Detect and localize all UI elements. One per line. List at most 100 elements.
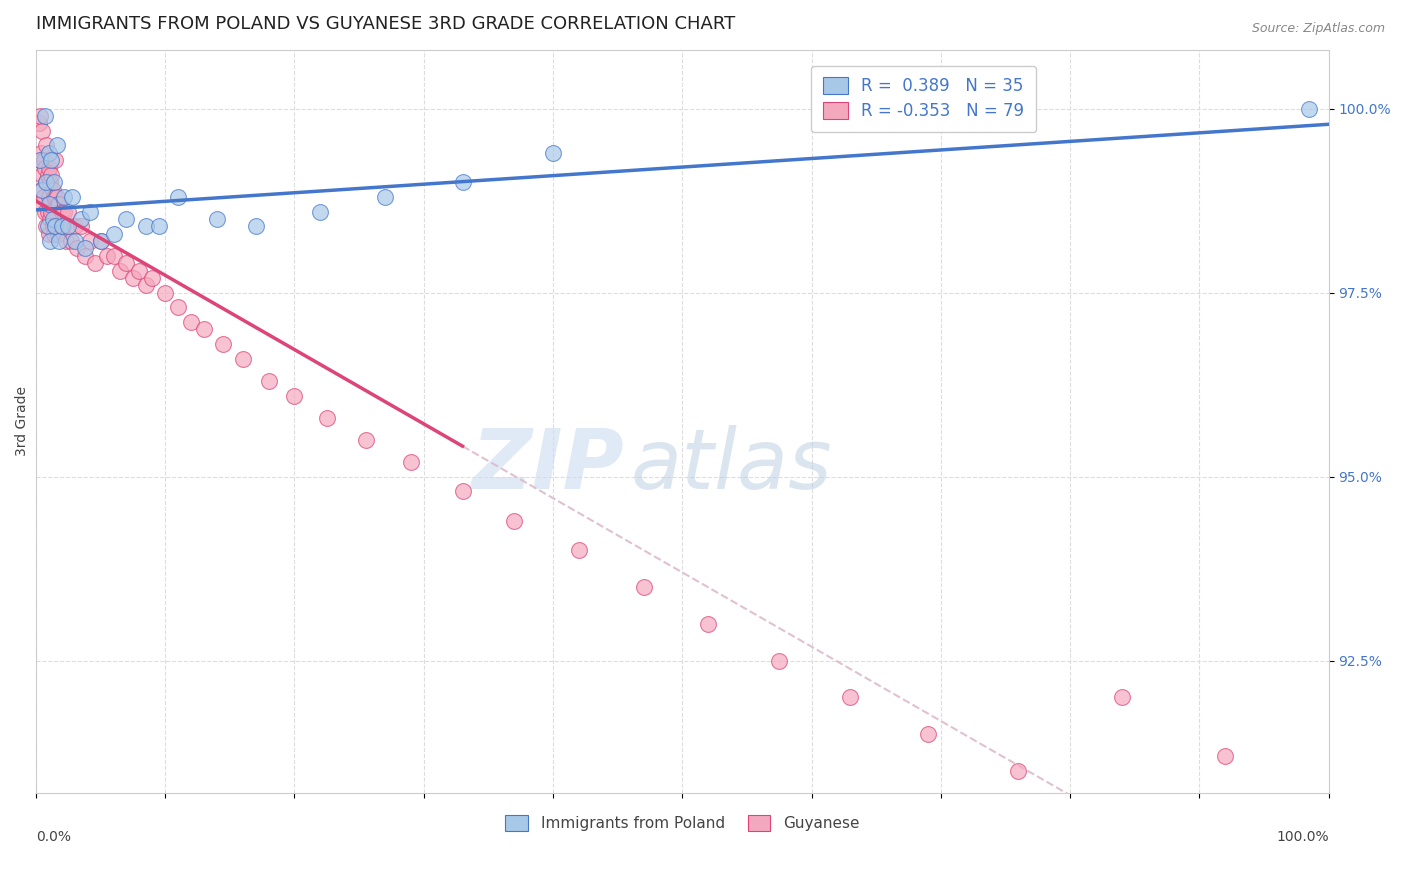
Point — [27, 116, 49, 130]
Point — [58, 219, 80, 234]
Point — [70, 219, 93, 234]
Point — [44, 190, 66, 204]
Point — [399, 455, 422, 469]
Point — [141, 271, 163, 285]
Point — [44, 219, 66, 234]
Point — [257, 374, 280, 388]
Point — [193, 322, 215, 336]
Point — [46, 227, 69, 241]
Point — [541, 145, 564, 160]
Point — [60, 190, 83, 204]
Text: atlas: atlas — [630, 425, 832, 507]
Point — [31, 124, 53, 138]
Point — [42, 227, 65, 241]
Point — [51, 204, 73, 219]
Point — [167, 190, 190, 204]
Point — [697, 616, 720, 631]
Point — [180, 315, 202, 329]
Point — [31, 168, 53, 182]
Point — [283, 389, 305, 403]
Point — [90, 234, 112, 248]
Point — [31, 183, 53, 197]
Point — [1111, 690, 1133, 705]
Point — [42, 219, 65, 234]
Point — [48, 197, 70, 211]
Point — [70, 212, 93, 227]
Text: 100.0%: 100.0% — [1277, 830, 1329, 844]
Point — [41, 153, 63, 168]
Point — [45, 138, 67, 153]
Point — [1007, 764, 1029, 778]
Point — [122, 271, 145, 285]
Point — [58, 204, 80, 219]
Point — [568, 543, 591, 558]
Point — [90, 234, 112, 248]
Point — [63, 219, 86, 234]
Point — [212, 337, 235, 351]
Point — [28, 153, 51, 168]
Point — [32, 190, 55, 204]
Point — [451, 175, 474, 189]
Point — [34, 204, 56, 219]
Text: ZIP: ZIP — [471, 425, 624, 507]
Point — [51, 219, 73, 234]
Text: IMMIGRANTS FROM POLAND VS GUYANESE 3RD GRADE CORRELATION CHART: IMMIGRANTS FROM POLAND VS GUYANESE 3RD G… — [37, 15, 735, 33]
Point — [41, 204, 63, 219]
Point — [768, 654, 790, 668]
Point — [35, 175, 58, 189]
Point — [52, 219, 75, 234]
Point — [28, 109, 51, 123]
Point — [135, 278, 157, 293]
Point — [315, 410, 337, 425]
Point — [115, 212, 138, 227]
Point — [59, 234, 82, 248]
Point — [39, 175, 62, 189]
Point — [38, 190, 60, 204]
Point — [135, 219, 157, 234]
Point — [839, 690, 862, 705]
Point — [35, 175, 58, 189]
Point — [167, 301, 190, 315]
Legend: Immigrants from Poland, Guyanese: Immigrants from Poland, Guyanese — [499, 809, 865, 838]
Point — [75, 249, 97, 263]
Point — [53, 204, 76, 219]
Point — [1213, 749, 1236, 764]
Point — [44, 219, 66, 234]
Point — [42, 190, 65, 204]
Point — [53, 190, 76, 204]
Point — [148, 219, 170, 234]
Point — [48, 234, 70, 248]
Point — [46, 197, 69, 211]
Point — [1298, 102, 1320, 116]
Point — [30, 183, 52, 197]
Y-axis label: 3rd Grade: 3rd Grade — [15, 386, 30, 457]
Text: Source: ZipAtlas.com: Source: ZipAtlas.com — [1251, 22, 1385, 36]
Point — [108, 263, 131, 277]
Point — [49, 219, 72, 234]
Point — [309, 204, 332, 219]
Point — [205, 212, 228, 227]
Point — [37, 168, 59, 182]
Point — [42, 183, 65, 197]
Point — [42, 212, 65, 227]
Point — [37, 219, 59, 234]
Point — [79, 234, 101, 248]
Point — [38, 161, 60, 175]
Point — [84, 256, 107, 270]
Point — [354, 433, 377, 447]
Point — [128, 263, 150, 277]
Point — [42, 175, 65, 189]
Point — [503, 514, 526, 528]
Point — [66, 242, 89, 256]
Point — [30, 145, 52, 160]
Point — [32, 153, 55, 168]
Point — [75, 242, 97, 256]
Point — [45, 190, 67, 204]
Point — [917, 727, 939, 741]
Point — [41, 168, 63, 182]
Point — [103, 249, 125, 263]
Point — [96, 249, 118, 263]
Point — [232, 351, 254, 366]
Point — [34, 161, 56, 175]
Point — [63, 234, 86, 248]
